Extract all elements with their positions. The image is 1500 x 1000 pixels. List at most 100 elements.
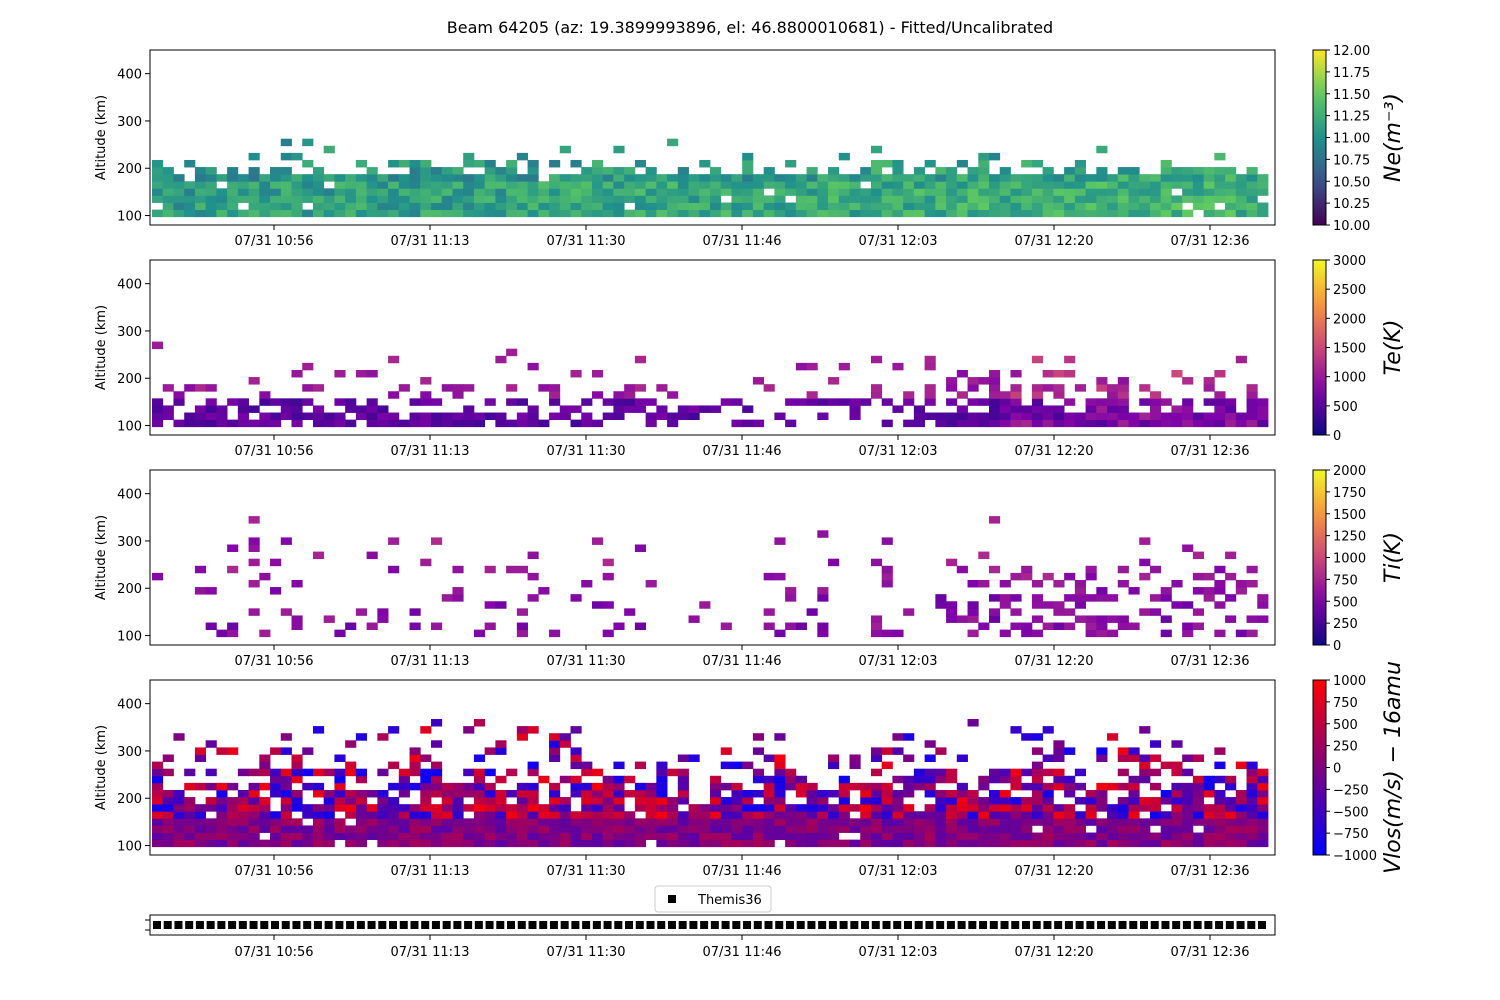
heatmap-cell [452, 811, 464, 819]
heatmap-cell [1053, 384, 1065, 392]
heatmap-cell [194, 195, 207, 203]
heatmap-cell [484, 398, 496, 406]
heatmap-cell [1203, 782, 1215, 791]
heatmap-cell [1085, 188, 1097, 196]
marker-point [946, 921, 955, 929]
heatmap-cell [935, 747, 947, 755]
heatmap-cell [1031, 384, 1044, 392]
heatmap-cell [1257, 804, 1269, 812]
heatmap-cell [205, 818, 217, 826]
heatmap-cell [731, 398, 743, 406]
heatmap-cell [527, 804, 539, 812]
heatmap-cell [420, 818, 432, 826]
heatmap-cell [795, 775, 807, 784]
heatmap-cell [1042, 405, 1054, 413]
heatmap-cell [1117, 818, 1129, 826]
heatmap-cell [870, 754, 883, 762]
heatmap-cell [259, 195, 271, 203]
heatmap-cell [409, 181, 421, 189]
heatmap-cell [838, 804, 850, 812]
heatmap-cell [656, 789, 668, 798]
marker-point [764, 921, 773, 929]
heatmap-cell [924, 188, 936, 196]
heatmap-cell [591, 167, 604, 175]
heatmap-cell [495, 412, 507, 421]
heatmap-cell [280, 152, 292, 161]
heatmap-cell [1139, 412, 1151, 421]
heatmap-cell [602, 797, 614, 805]
heatmap-cell [1064, 775, 1076, 784]
heatmap-cell [1203, 804, 1215, 812]
heatmap-cell [1214, 818, 1226, 826]
heatmap-cell [463, 782, 475, 791]
heatmap-cell [345, 789, 357, 798]
y-tick-label: 300 [117, 115, 142, 130]
heatmap-cell [1128, 202, 1140, 211]
heatmap-cell [355, 775, 368, 784]
heatmap-cell [688, 615, 700, 623]
heatmap-cell [570, 818, 582, 826]
heatmap-cell [527, 188, 539, 196]
heatmap-cell [924, 775, 936, 784]
heatmap-cell [838, 362, 850, 371]
heatmap-cell [591, 768, 604, 777]
heatmap-cell [1096, 181, 1108, 189]
heatmap-cell [1096, 145, 1108, 154]
heatmap-cell [1096, 839, 1108, 848]
heatmap-cell [602, 195, 614, 203]
heatmap-cell [956, 412, 968, 421]
heatmap-cell [591, 159, 604, 168]
heatmap-cell [345, 195, 357, 203]
heatmap-cell [1053, 811, 1065, 819]
heatmap-cell [549, 825, 561, 833]
heatmap-cell [699, 405, 711, 413]
heatmap-cell [1031, 355, 1044, 364]
heatmap-cell [162, 405, 174, 413]
colorbar-scale [1312, 469, 1327, 646]
heatmap-cell [1117, 615, 1129, 623]
heatmap-cell [892, 159, 904, 168]
heatmap-cell [355, 804, 368, 812]
heatmap-cell [978, 209, 990, 218]
heatmap-cell [1235, 579, 1247, 588]
heatmap-cell [1064, 188, 1076, 196]
heatmap-cell [667, 202, 679, 211]
heatmap-cell [581, 797, 593, 805]
heatmap-cell [860, 818, 872, 826]
heatmap-cell [152, 174, 164, 182]
heatmap-cell [924, 398, 936, 406]
heatmap-cell [291, 832, 303, 841]
heatmap-cell [1246, 579, 1258, 588]
heatmap-cell [420, 825, 432, 833]
heatmap-cell [785, 825, 797, 833]
heatmap-cell [1021, 768, 1033, 777]
heatmap-cell [860, 188, 872, 196]
heatmap-cell [1171, 412, 1183, 421]
heatmap-cell [162, 209, 174, 218]
heatmap-cell [656, 811, 668, 819]
heatmap-cell [538, 195, 550, 203]
heatmap-cell [1203, 195, 1215, 203]
heatmap-cell [634, 544, 647, 552]
heatmap-cell [495, 209, 507, 218]
heatmap-cell [602, 825, 614, 833]
heatmap-cell [1074, 587, 1086, 595]
heatmap-cell [1139, 398, 1151, 406]
heatmap-cell [1053, 825, 1065, 833]
heatmap-cell [763, 818, 775, 826]
heatmap-cell [1257, 782, 1269, 791]
heatmap-cell [999, 804, 1011, 812]
heatmap-cell [345, 768, 357, 777]
heatmap-cell [355, 768, 368, 777]
heatmap-cell [978, 412, 990, 421]
heatmap-cell [388, 832, 400, 841]
heatmap-cell [1235, 355, 1247, 364]
heatmap-cell [645, 789, 657, 798]
heatmap-cell [946, 818, 958, 826]
heatmap-cell [345, 622, 357, 631]
heatmap-cell [184, 804, 196, 812]
heatmap-cell [581, 579, 593, 588]
heatmap-cell [248, 405, 260, 413]
heatmap-cell [1107, 825, 1119, 833]
heatmap-cell [1139, 804, 1151, 812]
